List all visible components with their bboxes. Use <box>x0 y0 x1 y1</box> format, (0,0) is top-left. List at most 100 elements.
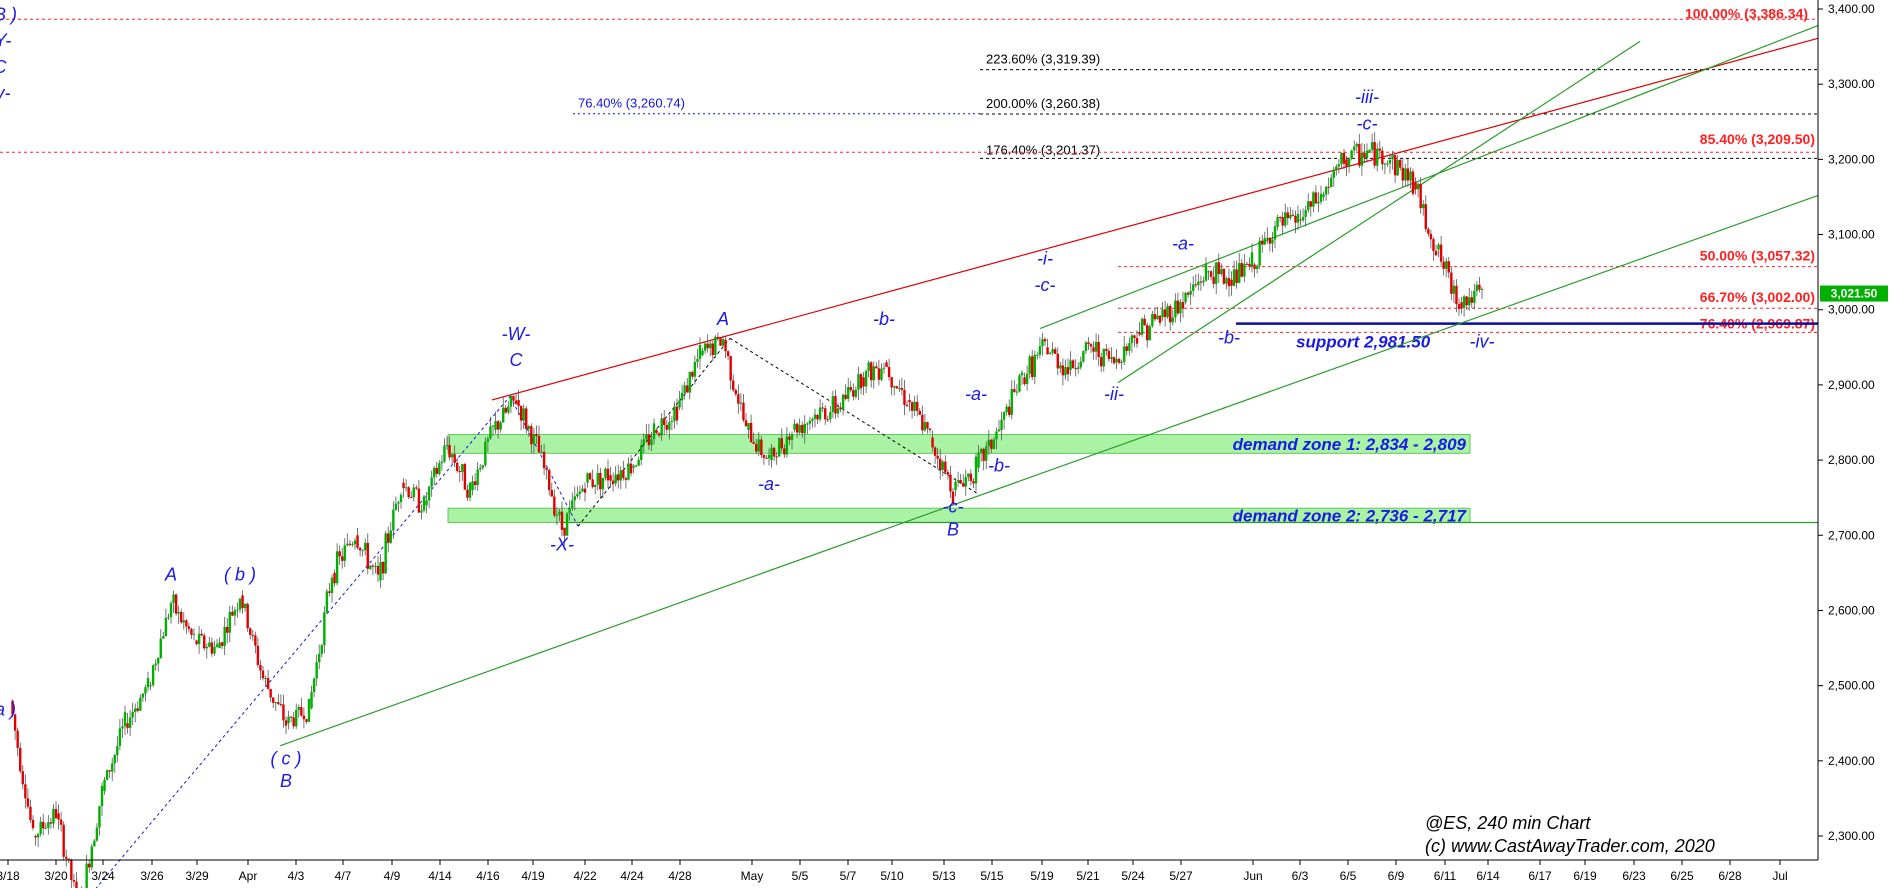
candle-body <box>783 448 786 455</box>
candle-body <box>348 543 352 545</box>
candle-body <box>811 418 814 421</box>
candle-body <box>931 437 934 448</box>
candle-body <box>629 463 633 474</box>
candle-body <box>1002 412 1006 420</box>
candle-body <box>1135 337 1139 344</box>
candle-body <box>709 343 712 349</box>
candle-body <box>1130 335 1134 344</box>
x-tick-label: Jul <box>1772 869 1787 883</box>
candle-body <box>141 693 145 698</box>
candle-body <box>1220 268 1223 275</box>
candle-body <box>1163 309 1167 318</box>
candle-body <box>1462 296 1466 308</box>
candle-body <box>1202 280 1205 283</box>
candle-body <box>1084 342 1088 352</box>
candle-body <box>977 452 980 468</box>
candle-body <box>118 728 122 746</box>
wave-label: -c- <box>1357 113 1378 133</box>
candle-body <box>1146 325 1149 341</box>
candle-body <box>1133 335 1136 338</box>
candle-body <box>266 678 270 689</box>
candle-body <box>696 358 699 363</box>
candle-body <box>1404 168 1407 181</box>
fib-label-2: 200.00% (3,260.38) <box>986 96 1100 111</box>
candle-body <box>956 480 960 482</box>
candle-body <box>836 408 840 414</box>
candle-body <box>1350 150 1353 159</box>
candle-body <box>95 827 99 841</box>
candle-body <box>1092 347 1095 352</box>
candle-body <box>486 438 490 442</box>
candle-body <box>793 423 796 431</box>
wave-label: A <box>716 309 729 329</box>
candle-body <box>1018 375 1021 392</box>
candle-body <box>98 806 101 828</box>
candle-body <box>1235 269 1238 283</box>
candle-body <box>686 385 689 393</box>
candle-body <box>829 412 832 420</box>
candle-body <box>675 406 679 421</box>
candle-body <box>591 479 594 488</box>
candle-body <box>507 406 510 413</box>
candle-body <box>328 591 331 593</box>
candle-body <box>59 819 63 825</box>
x-tick-label: 3/29 <box>185 869 209 883</box>
y-tick-label: 2,600.00 <box>1828 603 1875 617</box>
candle-body <box>652 423 656 440</box>
candle-body <box>277 702 280 705</box>
candle-body <box>893 386 896 388</box>
candle-body <box>445 444 449 446</box>
candle-body <box>330 577 334 593</box>
candle-body <box>274 702 277 704</box>
x-tick-label: 5/15 <box>980 869 1004 883</box>
candle-body <box>1105 348 1108 351</box>
candle-body <box>420 510 423 513</box>
candle-body <box>1171 317 1174 323</box>
candle-body <box>1036 354 1039 356</box>
candle-body <box>864 370 868 387</box>
candle-body <box>729 356 732 381</box>
candle-body <box>62 824 65 857</box>
candle-body <box>430 477 433 487</box>
candle-body <box>243 603 247 609</box>
candle-body <box>1439 244 1443 262</box>
candle-body <box>310 692 313 709</box>
candle-body <box>315 662 318 679</box>
candle-body <box>688 371 691 393</box>
candle-body <box>1355 144 1358 147</box>
candle-body <box>882 367 886 369</box>
candle-body <box>287 716 290 724</box>
candle-body <box>1386 163 1389 165</box>
candle-body <box>1422 204 1425 209</box>
candle-body <box>985 446 988 461</box>
candle-body <box>295 710 298 727</box>
candle-body <box>885 362 888 368</box>
candle-body <box>519 405 523 421</box>
trendlines <box>95 24 1819 888</box>
candle-body <box>205 646 208 649</box>
candle-body <box>1189 290 1192 295</box>
candle-body <box>1447 261 1450 273</box>
candle-body <box>581 488 584 492</box>
candle-body <box>1140 318 1144 335</box>
candle-body <box>1013 389 1016 392</box>
candle-body <box>67 858 70 860</box>
candle-body <box>1056 353 1059 369</box>
candle-body <box>121 726 124 729</box>
x-tick-label: 4/22 <box>573 869 597 883</box>
candle-body <box>1025 373 1029 385</box>
x-tick-label: Apr <box>239 869 258 883</box>
candle-body <box>341 556 344 561</box>
candle-body <box>949 474 952 492</box>
candle-body <box>499 422 502 430</box>
wave-label: -X- <box>550 534 574 554</box>
candle-body <box>928 428 932 430</box>
candle-body <box>1358 144 1361 166</box>
y-tick-label: 2,400.00 <box>1828 754 1875 768</box>
candle-body <box>1429 233 1433 240</box>
candle-body <box>542 451 546 469</box>
candle-body <box>435 467 438 474</box>
candle-body <box>226 626 229 633</box>
x-tick-label: 6/9 <box>1388 869 1405 883</box>
candle-body <box>1087 342 1090 345</box>
